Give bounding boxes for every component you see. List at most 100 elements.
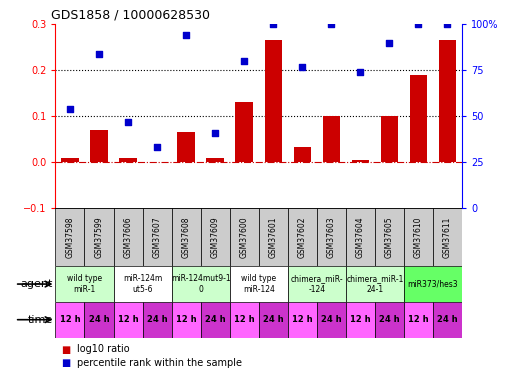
Bar bbox=[410, 75, 427, 162]
Bar bbox=[317, 302, 346, 338]
Bar bbox=[404, 266, 462, 302]
Text: GSM37600: GSM37600 bbox=[240, 216, 249, 258]
Point bbox=[385, 40, 393, 46]
Bar bbox=[288, 266, 346, 302]
Bar bbox=[433, 302, 462, 338]
Bar bbox=[84, 302, 114, 338]
Bar bbox=[119, 158, 137, 162]
Text: GSM37608: GSM37608 bbox=[182, 216, 191, 258]
Text: 12 h: 12 h bbox=[234, 315, 254, 324]
Text: GSM37611: GSM37611 bbox=[443, 216, 452, 258]
Text: wild type
miR-1: wild type miR-1 bbox=[67, 274, 102, 294]
Bar bbox=[84, 208, 114, 266]
Point bbox=[182, 32, 191, 38]
Bar bbox=[439, 40, 456, 162]
Bar bbox=[265, 40, 282, 162]
Text: GSM37599: GSM37599 bbox=[95, 216, 103, 258]
Bar bbox=[201, 302, 230, 338]
Point bbox=[65, 106, 74, 112]
Text: 12 h: 12 h bbox=[60, 315, 80, 324]
Bar bbox=[346, 302, 375, 338]
Bar bbox=[317, 208, 346, 266]
Text: ■: ■ bbox=[61, 345, 70, 354]
Bar bbox=[288, 302, 317, 338]
Text: 12 h: 12 h bbox=[292, 315, 313, 324]
Text: wild type
miR-124: wild type miR-124 bbox=[241, 274, 276, 294]
Bar bbox=[433, 208, 462, 266]
Point bbox=[356, 69, 364, 75]
Bar bbox=[352, 160, 369, 162]
Bar bbox=[201, 208, 230, 266]
Bar bbox=[230, 266, 288, 302]
Bar bbox=[172, 208, 201, 266]
Text: GSM37606: GSM37606 bbox=[124, 216, 133, 258]
Bar bbox=[235, 102, 253, 162]
Text: 24 h: 24 h bbox=[379, 315, 400, 324]
Text: GDS1858 / 10000628530: GDS1858 / 10000628530 bbox=[51, 9, 210, 22]
Bar bbox=[114, 302, 143, 338]
Text: 24 h: 24 h bbox=[147, 315, 167, 324]
Text: 24 h: 24 h bbox=[89, 315, 109, 324]
Bar bbox=[206, 158, 224, 162]
Bar bbox=[55, 302, 84, 338]
Text: miR-124mut9-1
0: miR-124mut9-1 0 bbox=[171, 274, 230, 294]
Bar bbox=[288, 208, 317, 266]
Text: log10 ratio: log10 ratio bbox=[77, 345, 129, 354]
Point bbox=[327, 21, 336, 27]
Bar bbox=[323, 116, 340, 162]
Text: agent: agent bbox=[21, 279, 53, 289]
Text: time: time bbox=[27, 315, 53, 325]
Text: GSM37605: GSM37605 bbox=[385, 216, 394, 258]
Point bbox=[298, 64, 306, 70]
Text: 12 h: 12 h bbox=[350, 315, 371, 324]
Bar bbox=[381, 116, 398, 162]
Point bbox=[124, 119, 132, 125]
Text: 24 h: 24 h bbox=[205, 315, 225, 324]
Text: GSM37603: GSM37603 bbox=[327, 216, 336, 258]
Text: chimera_miR-1
24-1: chimera_miR-1 24-1 bbox=[346, 274, 403, 294]
Bar bbox=[346, 266, 404, 302]
Bar bbox=[55, 266, 114, 302]
Bar bbox=[143, 302, 172, 338]
Text: 24 h: 24 h bbox=[321, 315, 342, 324]
Bar bbox=[404, 208, 433, 266]
Text: GSM37610: GSM37610 bbox=[414, 216, 423, 258]
Bar bbox=[177, 132, 195, 162]
Text: GSM37602: GSM37602 bbox=[298, 216, 307, 258]
Text: chimera_miR-
-124: chimera_miR- -124 bbox=[290, 274, 343, 294]
Bar bbox=[55, 208, 84, 266]
Text: percentile rank within the sample: percentile rank within the sample bbox=[77, 358, 242, 368]
Text: miR-124m
ut5-6: miR-124m ut5-6 bbox=[123, 274, 162, 294]
Bar bbox=[114, 266, 172, 302]
Point bbox=[153, 144, 162, 150]
Bar bbox=[143, 208, 172, 266]
Bar bbox=[172, 266, 230, 302]
Bar bbox=[404, 302, 433, 338]
Bar bbox=[259, 302, 288, 338]
Text: GSM37601: GSM37601 bbox=[269, 216, 278, 258]
Bar bbox=[375, 208, 404, 266]
Point bbox=[443, 21, 451, 27]
Bar bbox=[346, 208, 375, 266]
Text: 12 h: 12 h bbox=[408, 315, 429, 324]
Point bbox=[95, 51, 103, 57]
Text: 24 h: 24 h bbox=[437, 315, 458, 324]
Text: 12 h: 12 h bbox=[176, 315, 196, 324]
Text: 24 h: 24 h bbox=[263, 315, 284, 324]
Bar bbox=[375, 302, 404, 338]
Bar bbox=[61, 158, 79, 162]
Bar bbox=[90, 130, 108, 162]
Point bbox=[414, 21, 422, 27]
Bar bbox=[114, 208, 143, 266]
Point bbox=[269, 21, 278, 27]
Text: GSM37609: GSM37609 bbox=[211, 216, 220, 258]
Bar bbox=[172, 302, 201, 338]
Bar bbox=[230, 302, 259, 338]
Text: miR373/hes3: miR373/hes3 bbox=[408, 280, 458, 289]
Bar bbox=[259, 208, 288, 266]
Point bbox=[211, 130, 220, 136]
Text: GSM37607: GSM37607 bbox=[153, 216, 162, 258]
Text: GSM37604: GSM37604 bbox=[356, 216, 365, 258]
Bar bbox=[294, 147, 311, 162]
Text: 12 h: 12 h bbox=[118, 315, 138, 324]
